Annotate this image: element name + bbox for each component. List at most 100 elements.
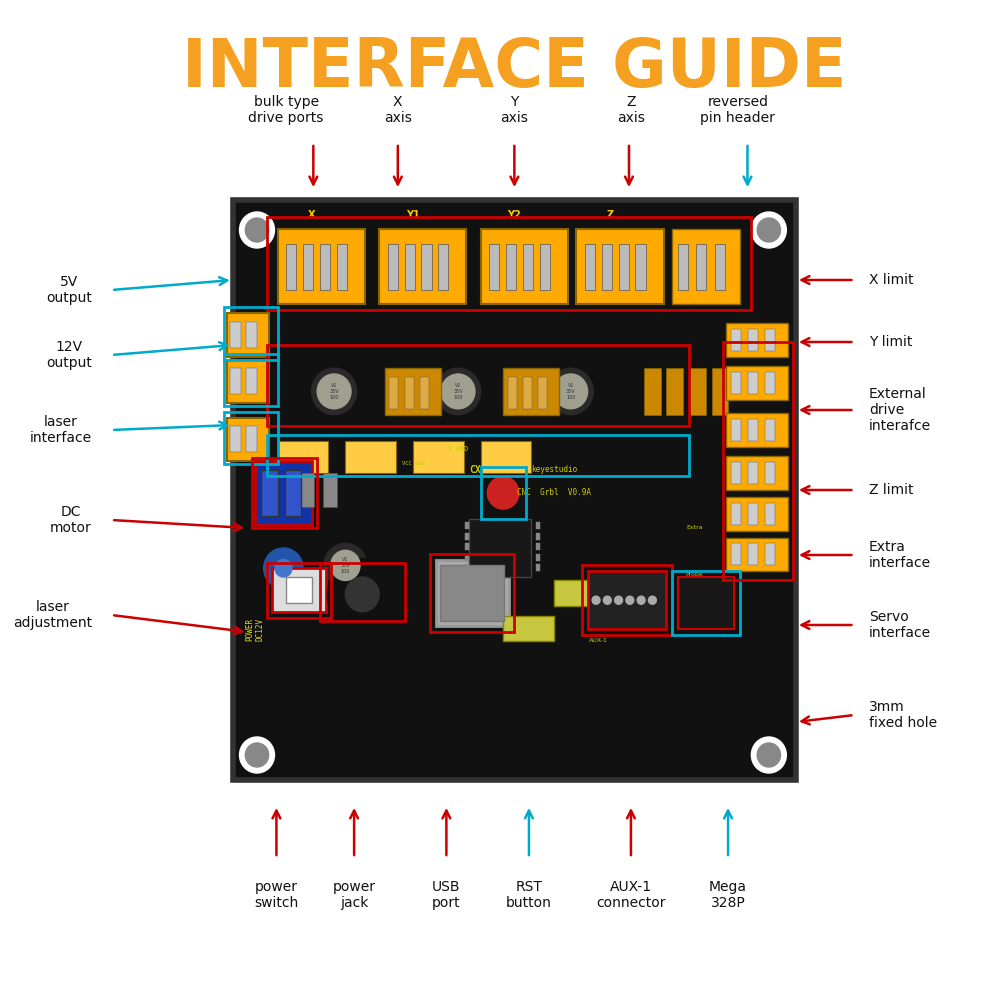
Bar [536,543,540,550]
Bar [413,441,464,473]
Bar [233,200,796,780]
Bar [712,368,728,415]
Bar [726,456,788,490]
Bar [748,503,758,525]
Text: 5V
output: 5V output [46,275,92,305]
Bar [726,413,788,446]
Text: X: X [308,210,315,220]
Bar [272,568,326,612]
Bar [465,564,469,571]
Bar [252,458,317,528]
Text: Extra
interface: Extra interface [869,540,931,570]
Bar [286,244,296,290]
Bar [748,543,758,565]
Text: AUX-1
connector: AUX-1 connector [596,880,666,910]
Text: power
jack: power jack [333,880,376,910]
Bar [748,462,758,484]
Bar [672,571,740,635]
Circle shape [240,737,274,773]
Circle shape [751,737,786,773]
Bar [320,244,330,290]
Circle shape [312,368,357,415]
Text: External
drive
interafce: External drive interafce [869,387,931,433]
Bar [246,426,257,452]
Text: VCC GND: VCC GND [402,461,424,466]
Bar [506,244,516,290]
Bar [246,322,257,348]
Bar [224,307,278,360]
Text: Mega
328P: Mega 328P [709,880,747,910]
Bar [379,229,466,304]
Bar [389,377,398,409]
Bar [481,467,526,519]
Text: Extra: Extra [686,525,703,530]
Bar [523,244,533,290]
Circle shape [548,368,593,415]
Bar [388,244,398,290]
Bar [430,554,514,632]
Text: reversed
pin header: reversed pin header [700,95,775,125]
Bar [405,377,414,409]
Bar [536,522,540,529]
Text: V1
35V
100: V1 35V 100 [453,383,463,400]
Bar [619,244,629,290]
Bar [421,244,432,290]
Bar [731,372,741,394]
Bar [465,522,469,529]
Bar [678,244,688,290]
Bar [726,538,788,571]
Bar [731,419,741,441]
Bar [536,554,540,561]
Text: laser
adjustment: laser adjustment [13,600,92,630]
Circle shape [626,596,634,604]
Text: DC
motor: DC motor [50,505,92,535]
Text: laser
interface: laser interface [30,415,92,445]
Bar [385,368,441,415]
Text: Y2: Y2 [508,210,521,220]
Bar [224,412,278,464]
Bar [765,503,775,525]
Bar [503,616,554,641]
Text: power
switch: power switch [254,880,299,910]
Circle shape [648,596,656,604]
Bar [224,354,278,406]
Circle shape [327,558,397,630]
Bar [420,377,429,409]
Bar [469,519,531,577]
Bar [465,543,469,550]
Bar [582,565,672,635]
Circle shape [317,374,351,409]
Bar [726,323,788,357]
Text: V1
35V
100: V1 35V 100 [329,383,339,400]
Bar [666,368,683,415]
Text: Y
axis: Y axis [500,95,528,125]
Circle shape [275,560,292,577]
Bar [489,244,499,290]
Bar [440,565,504,620]
Text: Probe: Probe [686,572,704,577]
Bar [672,229,740,304]
Text: CNC  Grbl  V0.9A: CNC Grbl V0.9A [517,488,591,497]
Bar [731,329,741,351]
Bar [438,244,448,290]
Bar [320,562,405,620]
Text: 3mm
fixed hole: 3mm fixed hole [869,700,937,730]
Text: Servo
interface: Servo interface [869,610,931,640]
Text: Z
axis: Z axis [617,95,645,125]
Bar [765,543,775,565]
Circle shape [751,212,786,248]
Bar [538,377,547,409]
Bar [723,342,793,580]
Circle shape [345,577,379,612]
Bar [765,329,775,351]
Text: 12V
output: 12V output [46,340,92,370]
Bar [715,244,725,290]
Circle shape [245,218,269,242]
Bar [227,418,269,461]
Bar [536,533,540,540]
Bar [508,377,517,409]
Bar [285,470,301,516]
Bar [748,329,758,351]
Text: POWER
DC12V: POWER DC12V [246,618,265,641]
Bar [345,441,396,473]
